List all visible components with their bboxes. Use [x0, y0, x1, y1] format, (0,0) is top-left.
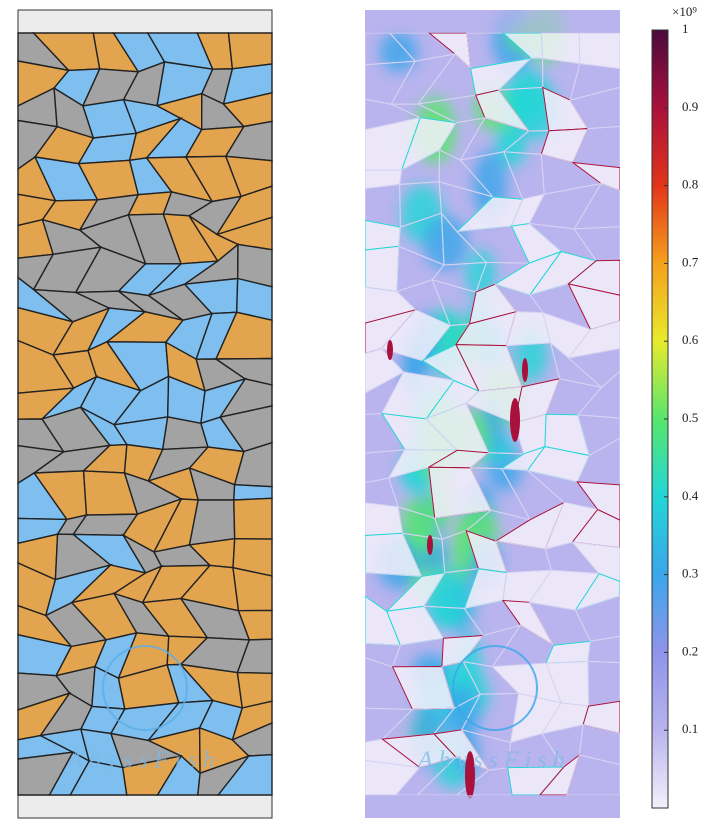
stress-hotspot — [510, 398, 520, 442]
grain — [566, 754, 620, 796]
grain — [577, 414, 620, 457]
colorbar-tick-label: 0.6 — [682, 332, 699, 347]
end-plate — [365, 795, 620, 818]
grain — [573, 182, 620, 230]
grain — [571, 161, 620, 192]
grain — [573, 226, 620, 262]
grain — [567, 320, 620, 359]
grain — [578, 724, 620, 766]
stress-band — [509, 66, 549, 127]
colorbar-multiplier: ×10⁹ — [672, 4, 697, 19]
grain — [227, 32, 273, 70]
end-plate — [17, 794, 273, 819]
colorbar-tick-label: 1 — [682, 21, 689, 36]
grain — [572, 125, 620, 169]
stress-panel — [365, 10, 620, 818]
grain — [582, 700, 620, 734]
colorbar: 0.1 0.2 0.3 0.4 0.5 0.6 0.7 0.8 0.9 1 — [651, 21, 699, 809]
colorbar-tick-label: 0.2 — [682, 643, 698, 658]
watermark: AbyssFish — [66, 748, 221, 774]
stress-hotspot — [465, 751, 475, 799]
grain — [567, 283, 620, 331]
grain — [216, 753, 273, 796]
watermark-logo — [452, 645, 538, 731]
grain — [233, 497, 273, 540]
stress-hotspot — [522, 358, 528, 382]
watermark: AbyssFish — [416, 748, 571, 774]
grain — [576, 437, 620, 486]
colorbar-tick-label: 0.3 — [682, 566, 698, 581]
grain — [578, 32, 620, 70]
grain — [233, 483, 273, 501]
colorbar-tick-label: 0.1 — [682, 721, 698, 736]
end-plate — [365, 10, 620, 33]
grain — [574, 572, 620, 612]
grain — [188, 499, 236, 546]
grain — [576, 481, 620, 521]
grain — [569, 86, 620, 130]
stress-hotspot — [427, 535, 433, 555]
stress-hotspot — [387, 340, 393, 360]
colorbar-tick-label: 0.4 — [682, 488, 699, 503]
colorbar-tick-label: 0.8 — [682, 177, 698, 192]
grain — [587, 635, 620, 664]
colorbar-tick-label: 0.7 — [682, 254, 699, 269]
grain-panel — [17, 9, 273, 819]
grain — [574, 595, 620, 642]
grain — [571, 541, 620, 582]
colorbar-tick-label: 0.5 — [682, 410, 698, 425]
stress-band — [423, 215, 468, 271]
colorbar-tick-label: 0.9 — [682, 99, 698, 114]
grain — [365, 245, 400, 293]
grain — [232, 566, 273, 612]
grain — [569, 62, 620, 101]
grain — [571, 508, 620, 549]
grain — [365, 502, 404, 537]
grain — [576, 370, 620, 419]
end-plate — [17, 9, 273, 34]
watermark-logo — [102, 645, 188, 731]
grain — [567, 347, 620, 389]
grain — [587, 660, 620, 707]
